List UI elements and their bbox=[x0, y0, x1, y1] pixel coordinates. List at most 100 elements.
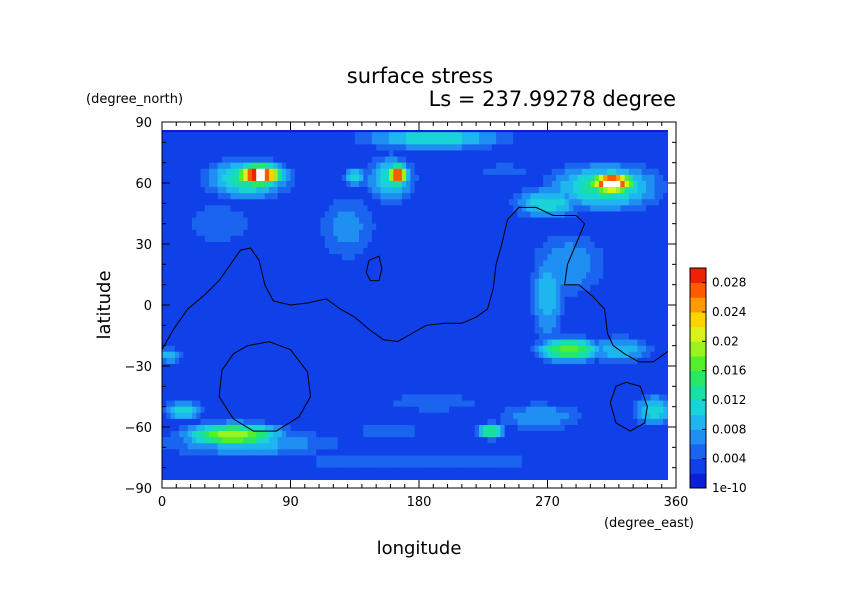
field-cell bbox=[290, 199, 296, 206]
field-cell bbox=[397, 199, 403, 206]
field-cell bbox=[226, 248, 232, 255]
field-cell bbox=[414, 217, 420, 225]
field-cell bbox=[384, 370, 390, 377]
field-cell bbox=[354, 315, 360, 322]
field-cell bbox=[277, 260, 283, 267]
field-cell bbox=[290, 235, 296, 243]
field-cell bbox=[620, 199, 626, 206]
field-cell bbox=[363, 223, 369, 231]
field-cell bbox=[397, 315, 403, 322]
field-cell bbox=[616, 296, 621, 304]
field-cell bbox=[423, 260, 429, 267]
field-cell bbox=[564, 156, 570, 164]
field-cell bbox=[436, 174, 442, 182]
field-cell bbox=[384, 241, 390, 249]
field-cell bbox=[419, 193, 424, 200]
field-cell bbox=[277, 315, 283, 322]
field-cell bbox=[209, 229, 214, 237]
field-cell bbox=[406, 376, 412, 383]
field-cell bbox=[337, 357, 343, 365]
field-cell bbox=[329, 193, 334, 200]
field-cell bbox=[654, 150, 660, 158]
field-cell bbox=[269, 272, 274, 280]
field-cell bbox=[521, 272, 527, 280]
field-cell bbox=[299, 174, 304, 182]
field-cell bbox=[303, 205, 309, 213]
field-cell bbox=[491, 376, 497, 383]
field-cell bbox=[590, 248, 596, 255]
field-cell bbox=[573, 174, 579, 182]
field-cell bbox=[414, 339, 420, 347]
field-cell bbox=[174, 272, 180, 280]
field-cell bbox=[380, 260, 386, 267]
field-cell bbox=[273, 315, 279, 322]
field-cell bbox=[496, 193, 501, 200]
field-cell bbox=[568, 132, 574, 139]
field-cell bbox=[517, 144, 523, 152]
field-cell bbox=[637, 345, 643, 353]
field-cell bbox=[354, 345, 360, 353]
field-cell bbox=[397, 272, 403, 280]
field-cell bbox=[616, 174, 621, 182]
field-cell bbox=[577, 339, 583, 347]
field-cell bbox=[564, 376, 570, 383]
field-cell bbox=[299, 284, 304, 292]
field-cell bbox=[311, 217, 317, 225]
field-cell bbox=[436, 235, 442, 243]
field-cell bbox=[453, 327, 459, 335]
field-cell bbox=[478, 357, 484, 365]
field-cell bbox=[496, 156, 501, 164]
field-cell bbox=[162, 180, 167, 188]
field-cell bbox=[359, 150, 364, 158]
field-cell bbox=[196, 302, 202, 310]
field-cell bbox=[324, 241, 330, 249]
field-cell bbox=[359, 217, 364, 225]
field-cell bbox=[200, 199, 206, 206]
field-cell bbox=[564, 162, 570, 170]
field-cell bbox=[470, 205, 476, 213]
field-cell bbox=[658, 235, 664, 243]
field-cell bbox=[508, 260, 514, 267]
field-cell bbox=[663, 174, 668, 182]
field-cell bbox=[166, 211, 172, 219]
field-cell bbox=[513, 260, 519, 267]
field-cell bbox=[423, 333, 429, 341]
field-cell bbox=[221, 254, 227, 261]
field-cell bbox=[508, 370, 514, 377]
field-cell bbox=[260, 180, 266, 188]
field-cell bbox=[598, 370, 604, 377]
field-cell bbox=[577, 132, 583, 139]
field-cell bbox=[303, 174, 309, 182]
field-cell bbox=[641, 168, 647, 176]
field-cell bbox=[221, 302, 227, 310]
field-cell bbox=[667, 156, 668, 164]
field-cell bbox=[483, 156, 489, 164]
field-cell bbox=[586, 199, 591, 206]
field-cell bbox=[346, 174, 352, 182]
field-cell bbox=[273, 138, 279, 145]
field-cell bbox=[217, 278, 223, 286]
field-cell bbox=[269, 254, 274, 261]
field-cell bbox=[419, 180, 424, 188]
field-cell bbox=[628, 266, 634, 274]
field-cell bbox=[341, 357, 347, 365]
field-cell bbox=[290, 168, 296, 176]
field-cell bbox=[474, 229, 480, 237]
field-cell bbox=[371, 327, 377, 335]
field-cell bbox=[217, 217, 223, 225]
field-cell bbox=[496, 321, 501, 328]
field-cell bbox=[658, 321, 664, 328]
field-cell bbox=[329, 333, 334, 341]
field-cell bbox=[260, 266, 266, 274]
field-cell bbox=[650, 290, 656, 298]
field-cell bbox=[457, 174, 463, 182]
field-cell bbox=[376, 370, 382, 377]
field-cell bbox=[624, 217, 630, 225]
field-cell bbox=[564, 187, 570, 194]
field-cell bbox=[564, 174, 570, 182]
field-cell bbox=[667, 241, 668, 249]
field-cell bbox=[299, 376, 304, 383]
field-cell bbox=[260, 382, 266, 389]
field-cell bbox=[491, 174, 497, 182]
field-cell bbox=[470, 351, 476, 359]
